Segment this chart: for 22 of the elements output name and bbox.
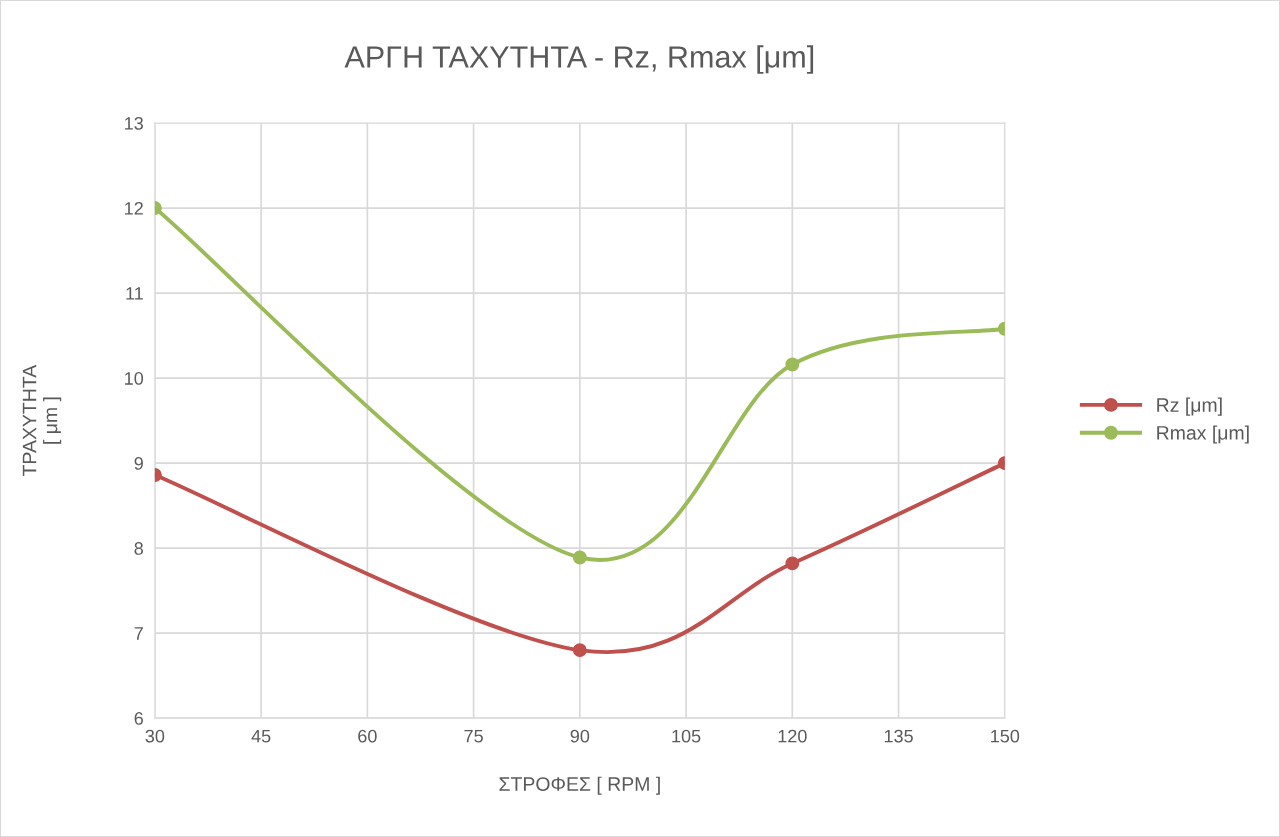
y-tick-label: 12 bbox=[125, 201, 143, 215]
x-tick-label: 105 bbox=[672, 729, 701, 743]
y-tick-label: 8 bbox=[134, 542, 143, 555]
y-axis-title: ΤΡΑΧΥΤΗΤΑ [ μm ] bbox=[22, 364, 62, 476]
y-tick-label: 6 bbox=[134, 712, 143, 725]
x-tick-label: 135 bbox=[884, 729, 913, 743]
y-tick-label: 11 bbox=[126, 287, 143, 300]
x-tick-label: 90 bbox=[570, 729, 590, 743]
x-tick-label: 150 bbox=[991, 729, 1020, 743]
y-tick-label: 10 bbox=[125, 372, 144, 385]
x-tick-label: 30 bbox=[145, 729, 165, 743]
y-tick-label: 9 bbox=[134, 457, 143, 470]
x-tick-label: 45 bbox=[251, 729, 271, 743]
x-tick-label: 75 bbox=[464, 729, 483, 743]
chart-title: ΑΡΓΗ ΤΑΧΥΤΗΤΑ - Rz, Rmax [μm] bbox=[344, 45, 814, 74]
legend-label: Rz [μm] bbox=[1157, 397, 1222, 416]
x-tick-label: 60 bbox=[358, 729, 377, 743]
x-tick-label: 120 bbox=[778, 729, 807, 743]
x-axis-title: ΣΤΡΟΦΕΣ [ RPM ] bbox=[499, 776, 660, 795]
legend-label: Rmax [μm] bbox=[1157, 425, 1249, 444]
y-tick-label: 7 bbox=[134, 627, 143, 640]
y-tick-label: 13 bbox=[125, 116, 143, 130]
